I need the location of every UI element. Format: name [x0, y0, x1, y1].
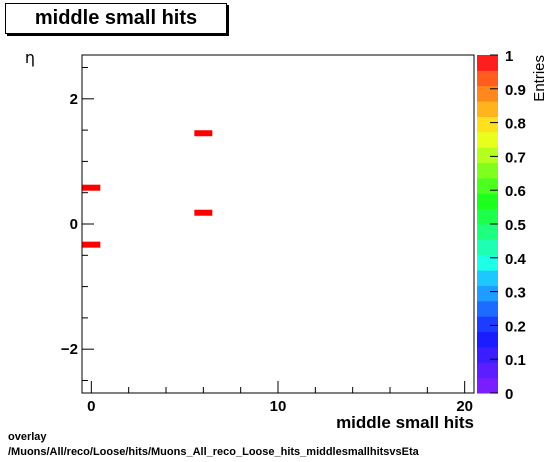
- colorbar-band-13: [477, 177, 498, 194]
- colorbar-band-9: [477, 239, 498, 256]
- colorbar-band-14: [477, 162, 498, 179]
- colorbar-tick-label-2: 0.2: [505, 318, 526, 335]
- colorbar-band-4: [477, 316, 498, 333]
- colorbar-band-8: [477, 254, 498, 271]
- colorbar-band-0: [477, 377, 498, 394]
- colorbar-band-15: [477, 147, 498, 164]
- heatmap-cells: [82, 130, 213, 248]
- colorbar-tick-label-8: 0.8: [505, 116, 526, 133]
- colorbar-band-12: [477, 193, 498, 210]
- colorbar-band-6: [477, 285, 498, 302]
- x-tick-label-20: 20: [456, 398, 473, 415]
- colorbar-band-16: [477, 131, 498, 148]
- colorbar-band-7: [477, 270, 498, 286]
- heatmap-cell-0: [194, 130, 213, 137]
- colorbar-tick-label-6: 0.6: [505, 183, 526, 200]
- colorbar-band-10: [477, 224, 498, 240]
- y-axis-label: η: [25, 48, 35, 67]
- colorbar-band-5: [477, 300, 498, 317]
- colorbar-tick-label-7: 0.7: [505, 149, 526, 166]
- y-tick-label-2: 2: [70, 91, 78, 108]
- colorbar-band-11: [477, 208, 498, 225]
- colorbar-band-18: [477, 101, 498, 117]
- colorbar-tick-label-4: 0.4: [505, 251, 527, 268]
- colorbar-band-17: [477, 116, 498, 133]
- x-tick-label-10: 10: [270, 398, 287, 415]
- heatmap-cell-3: [82, 241, 101, 248]
- colorbar-axis: 0 0.1 0.2 0.3 0.4 0.5 0.6 0.7 0.8 0.9 1: [490, 48, 527, 403]
- y-axis: −2 0 2: [61, 67, 94, 381]
- colorbar-tick-label-0: 0: [505, 386, 513, 403]
- chart-title: middle small hits: [5, 3, 227, 34]
- colorbar-band-1: [477, 362, 498, 379]
- plot-frame: [81, 54, 475, 394]
- footer-line-2: /Muons/All/reco/Loose/hits/Muons_All_rec…: [8, 446, 419, 458]
- colorbar-band-3: [477, 331, 498, 348]
- footer-line-1: overlay: [8, 431, 47, 443]
- colorbar-tick-label-3: 0.3: [505, 285, 526, 302]
- heatmap-cell-2: [194, 209, 213, 216]
- colorbar-band-2: [477, 346, 498, 363]
- colorbar-tick-label-10: 1: [505, 48, 513, 65]
- y-tick-label-0: −2: [61, 341, 78, 358]
- x-axis-label: middle small hits: [336, 413, 474, 432]
- colorbar-label: Entries: [531, 55, 546, 102]
- colorbar-tick-label-9: 0.9: [505, 82, 526, 99]
- colorbar-tick-label-1: 0.1: [505, 352, 526, 369]
- x-axis: 0 10 20: [87, 381, 473, 415]
- colorbar-band-21: [477, 55, 498, 71]
- colorbar-band-20: [477, 70, 498, 87]
- y-tick-label-1: 0: [70, 216, 78, 233]
- heatmap-cell-1: [82, 184, 101, 191]
- colorbar-band-19: [477, 85, 498, 102]
- colorbar-tick-label-5: 0.5: [505, 217, 526, 234]
- colorbar: [477, 55, 498, 394]
- x-tick-label-0: 0: [87, 398, 95, 415]
